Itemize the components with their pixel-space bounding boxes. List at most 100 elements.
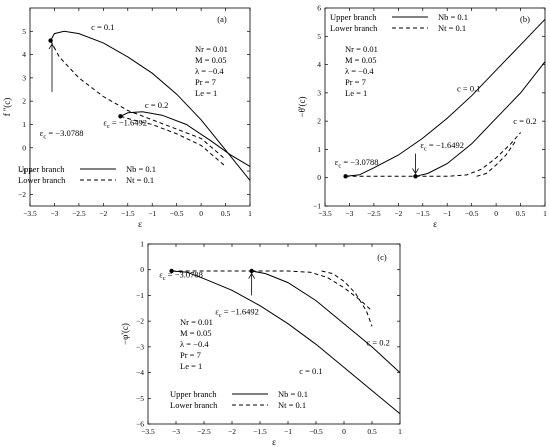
parameter-text: Le = 1 bbox=[180, 361, 202, 371]
series-line-2 bbox=[251, 270, 401, 373]
curve-label: c = 0.1 bbox=[299, 366, 322, 376]
x-tick-label: −1.5 bbox=[121, 209, 135, 218]
y-axis-label: −θ'(c) bbox=[297, 97, 307, 118]
critical-value-label: εc = −3.0788 bbox=[40, 128, 84, 141]
legend-entry-label: Lower branch bbox=[170, 400, 218, 410]
legend-param-label: Nt = 0.1 bbox=[126, 175, 154, 185]
x-tick-label: −3 bbox=[345, 209, 353, 218]
critical-value-label: εc = −1.6492 bbox=[215, 307, 259, 320]
y-tick-label: 1 bbox=[22, 120, 26, 129]
legend-entry-label: Upper branch bbox=[330, 12, 377, 22]
series-line-3 bbox=[120, 111, 251, 167]
y-tick-label: −4 bbox=[136, 368, 144, 377]
x-tick-label: −3.5 bbox=[141, 427, 155, 436]
series-line-1 bbox=[50, 30, 251, 181]
y-tick-label: 5 bbox=[317, 32, 321, 41]
x-tick-label: 0 bbox=[199, 209, 203, 218]
x-tick-label: −2.5 bbox=[72, 209, 86, 218]
parameter-text: λ = −0.4 bbox=[345, 66, 374, 76]
arrow-head bbox=[248, 272, 255, 279]
x-axis-label: ε bbox=[272, 437, 276, 447]
parameter-text: λ = −0.4 bbox=[180, 339, 209, 349]
chart-panel-a: −3.5 −3 −2.5 −2 −1.5 −1 −0.5 0 0.5 1 −2 −1 0 1 2 3 4 5 ε f … bbox=[2, 7, 252, 229]
critical-point bbox=[48, 38, 53, 43]
parameter-text: Pr = 7 bbox=[180, 350, 201, 360]
y-tick-label: 4 bbox=[22, 50, 26, 59]
critical-point bbox=[343, 174, 348, 179]
x-tick-label: −2 bbox=[394, 209, 402, 218]
y-tick-label: −3 bbox=[136, 342, 144, 351]
y-tick-label: 2 bbox=[22, 97, 26, 106]
critical-point bbox=[413, 174, 418, 179]
y-tick-label: 3 bbox=[317, 88, 321, 97]
parameter-text: Pr = 7 bbox=[195, 77, 216, 87]
x-tick-label: 1 bbox=[248, 209, 252, 218]
x-tick-label: −3 bbox=[172, 427, 180, 436]
x-tick-label: 0.5 bbox=[221, 209, 231, 218]
chart-panel-b: −3.5 −3 −2.5 −2 −1.5 −1 −0.5 0 0.5 1 −1 0 1 2 3 4 5 6 ε −θ'… bbox=[297, 4, 547, 230]
series-line-4 bbox=[120, 115, 226, 167]
series-line-2 bbox=[415, 61, 546, 177]
y-tick-label: 6 bbox=[317, 4, 321, 13]
y-tick-label: 3 bbox=[22, 73, 26, 82]
legend-param-label: Nb = 0.1 bbox=[278, 389, 308, 399]
legend-entry-label: Lower branch bbox=[330, 23, 378, 33]
x-tick-label: −2.5 bbox=[367, 209, 381, 218]
y-tick-label: −2 bbox=[136, 317, 144, 326]
plot-frame bbox=[29, 7, 251, 207]
arrow-head bbox=[48, 43, 56, 50]
y-tick-label: −6 bbox=[136, 420, 144, 429]
x-tick-label: −1 bbox=[443, 209, 451, 218]
legend-param-label: Nt = 0.1 bbox=[438, 23, 466, 33]
panel-label: (c) bbox=[377, 252, 387, 262]
series-line-1 bbox=[171, 270, 401, 415]
chart-panel-c: −3.5 −3 −2.5 −2 −1.5 −1 −0.5 0 0.5 1 −6 −5 −4 −3 −2 −1 0… bbox=[120, 240, 402, 447]
parameter-text: λ = −0.4 bbox=[195, 66, 224, 76]
parameter-text: Nr = 0.01 bbox=[180, 317, 213, 327]
parameter-text: M = 0.05 bbox=[345, 55, 376, 65]
critical-value-label: εc = −3.0788 bbox=[159, 269, 203, 282]
legend-param-label: Nb = 0.1 bbox=[126, 164, 156, 174]
y-tick-label: 0 bbox=[317, 173, 321, 182]
x-tick-label: −2 bbox=[99, 209, 107, 218]
critical-point bbox=[118, 114, 123, 119]
parameter-text: Nr = 0.01 bbox=[195, 44, 228, 54]
series-line-1 bbox=[345, 18, 546, 177]
plot-frame bbox=[147, 243, 401, 425]
x-tick-label: 0.5 bbox=[367, 427, 377, 436]
critical-value-label: εc = −1.6492 bbox=[103, 118, 147, 130]
y-tick-label: 2 bbox=[317, 117, 321, 126]
series-line-4 bbox=[415, 132, 521, 177]
x-tick-label: −3.5 bbox=[23, 209, 37, 218]
legend-param-label: Nt = 0.1 bbox=[278, 400, 306, 410]
x-tick-label: 1 bbox=[543, 209, 547, 218]
panel-label: (b) bbox=[520, 14, 530, 24]
x-tick-label: −2.5 bbox=[197, 427, 211, 436]
critical-value-label: εc = −1.6492 bbox=[420, 140, 464, 153]
y-tick-label: 1 bbox=[140, 240, 144, 249]
legend-entry-label: Lower branch bbox=[18, 175, 66, 185]
x-tick-label: 0 bbox=[342, 427, 346, 436]
curve-label: c = 0.2 bbox=[145, 100, 168, 110]
x-tick-label: −3 bbox=[50, 209, 58, 218]
x-tick-label: −1 bbox=[148, 209, 156, 218]
parameter-text: Pr = 7 bbox=[345, 77, 366, 87]
x-tick-label: −3.5 bbox=[318, 209, 332, 218]
y-tick-label: 4 bbox=[317, 60, 321, 69]
y-tick-label: −5 bbox=[136, 394, 144, 403]
y-tick-label: 5 bbox=[22, 27, 26, 36]
legend-entry-label: Upper branch bbox=[170, 389, 217, 399]
critical-value-label: εc = −3.0788 bbox=[335, 157, 379, 170]
x-tick-label: −0.5 bbox=[309, 427, 323, 436]
x-tick-label: −1.5 bbox=[253, 427, 267, 436]
y-tick-label: −1 bbox=[313, 202, 321, 211]
curve-label: c = 0.2 bbox=[513, 116, 536, 126]
x-axis-label: ε bbox=[433, 219, 437, 229]
arrow-head bbox=[412, 168, 419, 175]
legend-entry-label: Upper branch bbox=[18, 164, 65, 174]
parameter-text: Le = 1 bbox=[195, 88, 217, 98]
legend-param-label: Nb = 0.1 bbox=[438, 12, 468, 22]
x-tick-label: 1 bbox=[398, 427, 402, 436]
series-line-5 bbox=[476, 140, 517, 177]
